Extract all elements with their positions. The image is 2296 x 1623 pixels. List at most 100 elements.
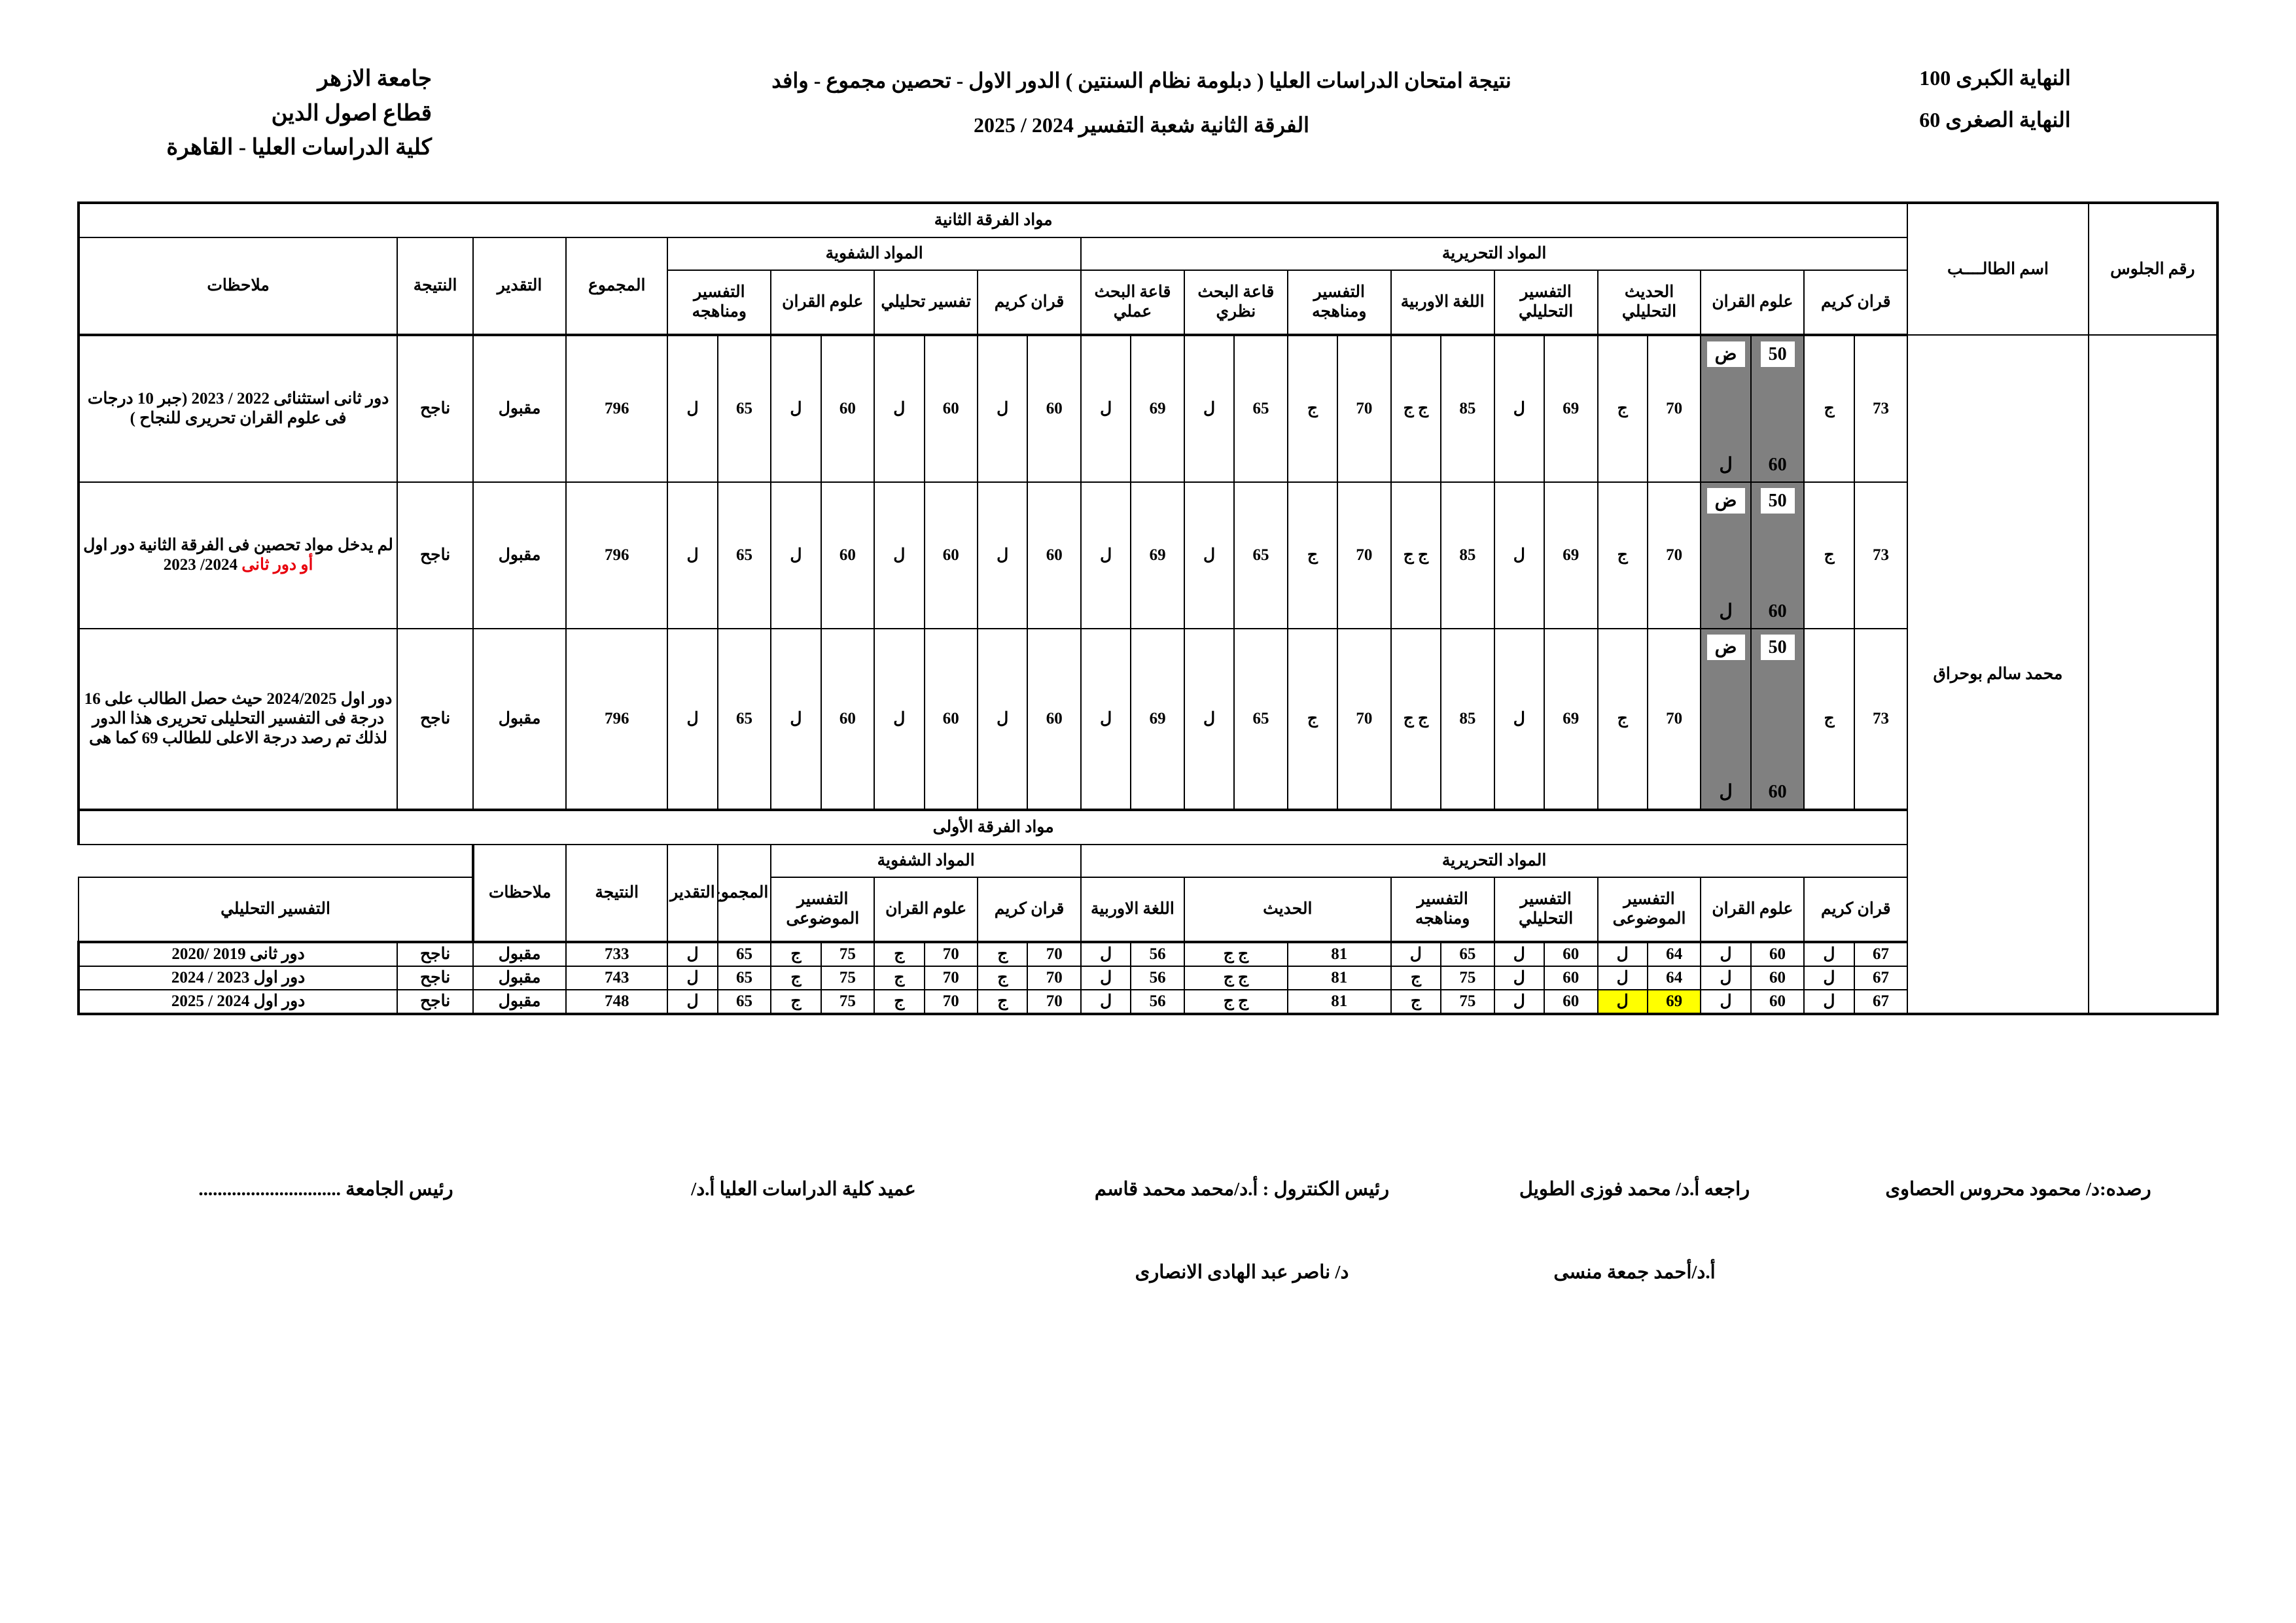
cell-grade-y1-10: ل bbox=[667, 941, 718, 967]
cell-mark-5: 70 bbox=[1337, 628, 1392, 811]
cell-remarks-y1: دور ثانى 2019 /2020 bbox=[77, 941, 398, 967]
cell-grade-11: ل bbox=[667, 628, 718, 811]
cell-grade-y1-4: ج bbox=[1390, 966, 1442, 990]
cell-grade-4: ج ج bbox=[1390, 481, 1442, 629]
cell-remarks: لم يدخل مواد تحصين فى الفرقة الثانية دور… bbox=[77, 481, 398, 629]
cell-mark-y1-4: 75 bbox=[1440, 966, 1495, 990]
group-header-written: المواد التحريرية bbox=[1080, 237, 1909, 271]
cell-grade-y1-6: ل bbox=[1080, 966, 1132, 990]
cell-estimate-y1: مقبول bbox=[472, 966, 567, 990]
cell-grade-y1-0: ل bbox=[1803, 966, 1855, 990]
cell-estimate: مقبول bbox=[472, 628, 567, 811]
cell-mark-y1-9: 75 bbox=[820, 989, 875, 1015]
document-title: نتيجة امتحان الدراسات العليا ( دبلومة نظ… bbox=[517, 62, 1766, 141]
cell-mark-y1-9: 75 bbox=[820, 966, 875, 990]
cell-grade-y1-7: ج bbox=[977, 989, 1029, 1015]
col-header-oral-y1-1: علوم القران bbox=[874, 877, 979, 943]
cell-grade-y1-5: ج ج bbox=[1183, 941, 1288, 967]
cell-grade-y1-1: ل bbox=[1700, 941, 1752, 967]
cell-result: ناجح bbox=[397, 628, 474, 811]
cell-grade-y1-7: ج bbox=[977, 941, 1029, 967]
cell-grade-y1-7: ج bbox=[977, 966, 1029, 990]
cell-grade-y1-1: ل bbox=[1700, 989, 1752, 1015]
cell-grade-10: ل bbox=[770, 481, 822, 629]
cell-estimate: مقبول bbox=[472, 481, 567, 629]
cell-grade-5: ج bbox=[1286, 334, 1339, 483]
cell-seat-number bbox=[2087, 334, 2219, 1015]
col-header-oral-y1-0: قران كريم bbox=[977, 877, 1082, 943]
cell-grade-0: ج bbox=[1803, 481, 1855, 629]
col-header-written-y1-5: الحديث bbox=[1183, 877, 1392, 943]
cell-grade-y1-8: ج bbox=[874, 941, 925, 967]
cell-mark-6: 65 bbox=[1233, 628, 1288, 811]
cell-mark-5: 70 bbox=[1337, 481, 1392, 629]
cell-grade-3: ل bbox=[1493, 334, 1545, 483]
cell-mark-y1-6: 56 bbox=[1130, 989, 1185, 1015]
cell-mark-y1-10: 65 bbox=[716, 941, 772, 967]
col-header-written-y1-3: التفسير التحليلي bbox=[1493, 877, 1598, 943]
cell-mark-2: 70 bbox=[1646, 628, 1702, 811]
cell-result-y1: ناجح bbox=[397, 941, 474, 967]
cell-grade-2: ج bbox=[1597, 334, 1648, 483]
group-header-written-y1: المواد التحريرية bbox=[1080, 844, 1909, 878]
cell-result-y1: ناجح bbox=[397, 989, 474, 1015]
col-header-estimate: التقدير bbox=[472, 237, 567, 336]
cell-total: 796 bbox=[565, 628, 669, 811]
recorded-by-line: رصده:د/ محمود محروس الحصاوى bbox=[1885, 1179, 2151, 1200]
cell-grade-y1-2: ل bbox=[1597, 966, 1648, 990]
cell-remarks-y1: دور اول 2023 / 2024 bbox=[77, 966, 398, 990]
cell-mark-y1-0: 67 bbox=[1853, 989, 1909, 1015]
cell-mark-3: 69 bbox=[1543, 334, 1598, 483]
cell-mark-y1-5: 81 bbox=[1286, 941, 1392, 967]
cell-mark-y1-8: 70 bbox=[923, 966, 979, 990]
cell-grade-6: ل bbox=[1183, 481, 1235, 629]
cell-mark-8: 60 bbox=[1027, 334, 1082, 483]
cell-grade-7: ل bbox=[1080, 334, 1132, 483]
cell-mark-shaded-1: 50 60 bbox=[1750, 481, 1805, 629]
cell-mark-y1-7: 70 bbox=[1027, 941, 1082, 967]
cell-mark-9: 60 bbox=[923, 481, 979, 629]
cell-grade-7: ل bbox=[1080, 481, 1132, 629]
cell-grade-y1-6: ل bbox=[1080, 989, 1132, 1015]
cell-student-name: محمد سالم بوحراق bbox=[1907, 334, 2089, 1015]
cell-mark-10: 60 bbox=[820, 481, 875, 629]
col-header-oral-0: قران كريم bbox=[977, 270, 1082, 336]
footer-row-2: د/ ناصر عبد الهادى الانصارى أ.د/أحمد جمع… bbox=[77, 1261, 2219, 1283]
cell-grade-4: ج ج bbox=[1390, 628, 1442, 811]
page-header: جامعة الازهر قطاع اصول الدين كلية الدراس… bbox=[0, 0, 2296, 166]
cell-mark-y1-5: 81 bbox=[1286, 989, 1392, 1015]
cell-grade-y1-6: ل bbox=[1080, 941, 1132, 967]
col-header-estimate-y1: التقدير bbox=[667, 844, 718, 943]
col-header-total: المجموع bbox=[565, 237, 669, 336]
cell-mark-6: 65 bbox=[1233, 481, 1288, 629]
col-header-written-2: الحديث التحليلي bbox=[1597, 270, 1702, 336]
cell-grade-8: ل bbox=[977, 628, 1029, 811]
min-grade-label: النهاية الصغرى 60 bbox=[1919, 107, 2071, 131]
cell-grade-2: ج bbox=[1597, 628, 1648, 811]
cell-mark-7: 69 bbox=[1130, 334, 1185, 483]
col-header-written-6: قاعة البحث نظري bbox=[1183, 270, 1288, 336]
cell-estimate: مقبول bbox=[472, 334, 567, 483]
cell-mark-y1-1: 60 bbox=[1750, 966, 1805, 990]
cell-mark-y1-5: 81 bbox=[1286, 966, 1392, 990]
cell-grade-y1-9: ج bbox=[770, 989, 822, 1015]
cell-mark-y1-1: 60 bbox=[1750, 989, 1805, 1015]
cell-result: ناجح bbox=[397, 334, 474, 483]
cell-grade-y1-2: ل bbox=[1597, 941, 1648, 967]
col-header-written-y1-0: قران كريم bbox=[1803, 877, 1909, 943]
col-header-written-y1-4: التفسير ومناهجه bbox=[1390, 877, 1495, 943]
signature-name-left: أ.د/أحمد جمعة منسى bbox=[1553, 1262, 1716, 1283]
cell-mark-0: 73 bbox=[1853, 628, 1909, 811]
cell-grade-y1-0: ل bbox=[1803, 989, 1855, 1015]
university-president-line: رئيس الجامعة ...........................… bbox=[198, 1179, 453, 1200]
cell-grade-y1-5: ج ج bbox=[1183, 989, 1288, 1015]
col-header-written-5: التفسير ومناهجه bbox=[1286, 270, 1392, 336]
cell-grade-3: ل bbox=[1493, 481, 1545, 629]
cell-mark-9: 60 bbox=[923, 334, 979, 483]
cell-estimate-y1: مقبول bbox=[472, 941, 567, 967]
cell-grade-y1-3: ل bbox=[1493, 989, 1545, 1015]
cell-remarks: دور ثانى استثنائى 2022 / 2023 (جبر 10 در… bbox=[77, 334, 398, 483]
col-header-total-y1: المجموع bbox=[716, 844, 772, 943]
group-header-oral: المواد الشفوية bbox=[667, 237, 1082, 271]
col-header-written-3: التفسير التحليلي bbox=[1493, 270, 1598, 336]
